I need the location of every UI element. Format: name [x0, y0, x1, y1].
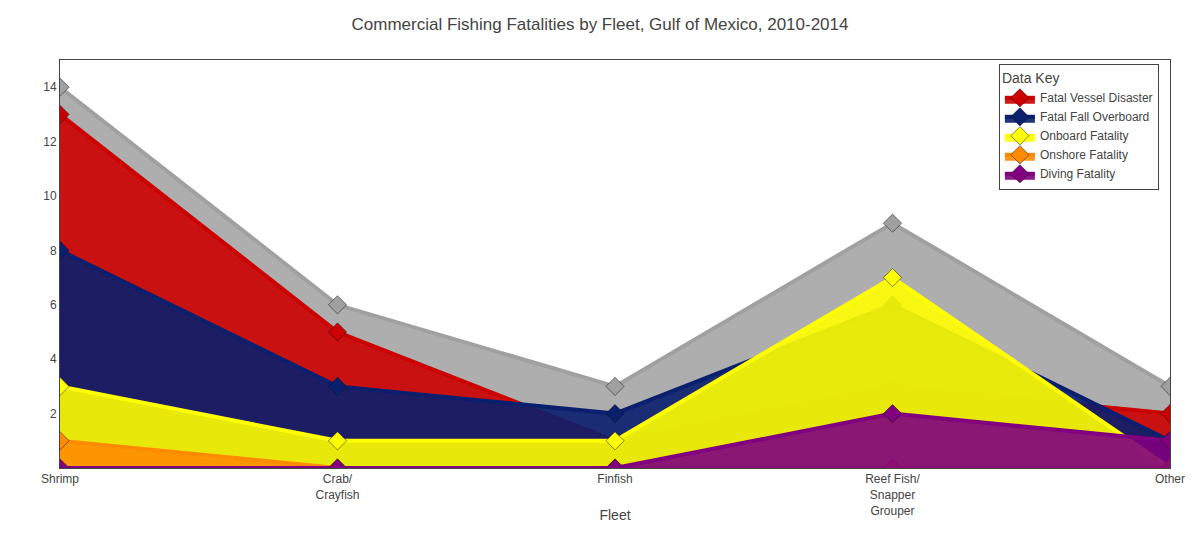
svg-text:6: 6: [50, 298, 57, 312]
svg-text:Fatal Vessel Disaster: Fatal Vessel Disaster: [1040, 91, 1153, 105]
svg-text:Commercial Fishing Fatalities: Commercial Fishing Fatalities by Fleet, …: [352, 15, 849, 34]
svg-text:4: 4: [50, 352, 57, 366]
svg-text:Diving Fatality: Diving Fatality: [1040, 167, 1115, 181]
svg-text:Crab/Crayfish: Crab/Crayfish: [315, 472, 359, 502]
svg-text:Other: Other: [1155, 472, 1185, 486]
svg-text:Data Key: Data Key: [1002, 70, 1060, 86]
svg-text:Onboard Fatality: Onboard Fatality: [1040, 129, 1129, 143]
svg-text:Fatal Fall Overboard: Fatal Fall Overboard: [1040, 110, 1149, 124]
svg-text:2: 2: [50, 407, 57, 421]
svg-text:Onshore Fatality: Onshore Fatality: [1040, 148, 1128, 162]
svg-text:Fleet: Fleet: [599, 507, 630, 523]
svg-text:12: 12: [43, 135, 57, 149]
svg-text:Shrimp: Shrimp: [41, 472, 79, 486]
svg-text:Reef Fish/SnapperGrouper: Reef Fish/SnapperGrouper: [865, 472, 920, 517]
svg-text:8: 8: [50, 244, 57, 258]
svg-text:Finfish: Finfish: [597, 472, 632, 486]
svg-text:10: 10: [43, 189, 57, 203]
svg-text:14: 14: [43, 80, 57, 94]
